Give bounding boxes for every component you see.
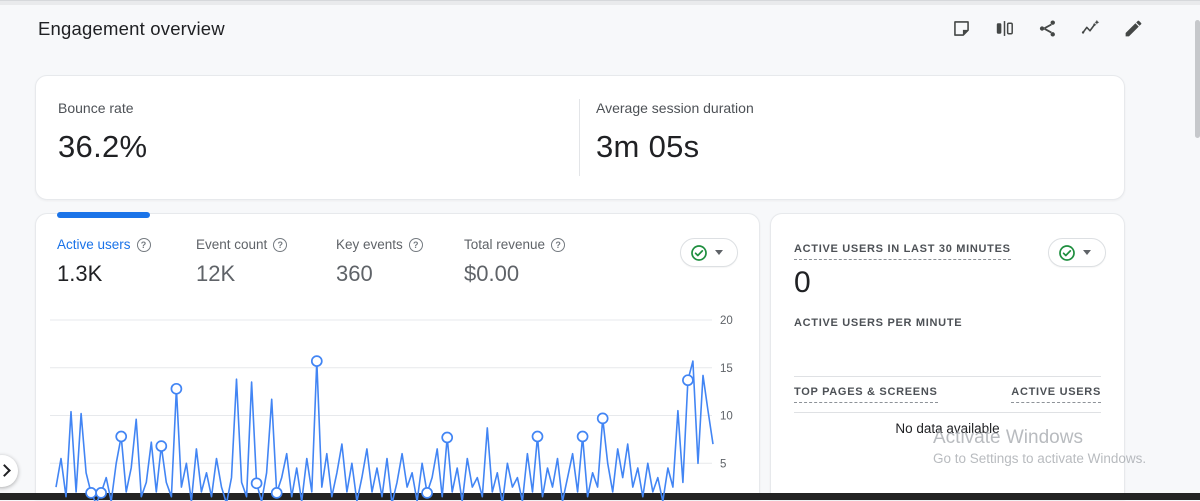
- metric-tab-event-count[interactable]: Event count ? 12K: [196, 237, 288, 287]
- metric-value: $0.00: [464, 261, 520, 286]
- help-icon[interactable]: ?: [273, 237, 288, 252]
- help-icon[interactable]: ?: [136, 237, 151, 252]
- help-icon[interactable]: ?: [551, 237, 566, 252]
- insights-icon[interactable]: [1080, 18, 1101, 39]
- taskbar-edge-strip: [0, 493, 1200, 500]
- chevron-down-icon: [1083, 250, 1091, 255]
- avg-session-label: Average session duration: [596, 100, 754, 116]
- metric-label: Total revenue: [464, 237, 546, 252]
- metric-tab-total-revenue[interactable]: Total revenue ? $0.00: [464, 237, 566, 287]
- expand-sidebar-button[interactable]: [0, 455, 18, 487]
- active-users-line-chart[interactable]: 5 10 15 20: [36, 214, 761, 501]
- page-title: Engagement overview: [38, 18, 225, 39]
- bounce-rate-value: 36.2%: [58, 129, 148, 164]
- summary-card: Bounce rate 36.2% Average session durati…: [35, 75, 1125, 200]
- edit-icon[interactable]: [1123, 18, 1144, 39]
- bounce-rate-block: Bounce rate 36.2%: [58, 100, 147, 165]
- realtime-active-users-value: 0: [794, 266, 811, 299]
- divider: [794, 376, 1101, 377]
- metric-label: Key events: [336, 237, 403, 252]
- realtime-title: ACTIVE USERS IN LAST 30 MINUTES: [794, 243, 1011, 260]
- check-circle-icon: [1059, 244, 1075, 261]
- report-toolbar: [951, 18, 1144, 39]
- metric-value: 12K: [196, 261, 236, 286]
- metric-tab-active-users[interactable]: Active users ? 1.3K: [57, 237, 151, 287]
- metric-tab-key-events[interactable]: Key events ? 360: [336, 237, 423, 287]
- svg-text:15: 15: [720, 363, 733, 375]
- help-icon[interactable]: ?: [408, 237, 423, 252]
- svg-text:20: 20: [720, 315, 733, 327]
- top-pages-column-header[interactable]: TOP PAGES & SCREENS: [794, 386, 938, 403]
- realtime-data-quality-dropdown[interactable]: [1048, 238, 1106, 267]
- avg-session-value: 3m 05s: [596, 129, 700, 164]
- summary-divider: [579, 99, 580, 176]
- metric-value: 1.3K: [57, 261, 103, 286]
- browser-chrome-strip: [0, 0, 1200, 5]
- svg-text:5: 5: [720, 458, 726, 470]
- avg-session-block: Average session duration 3m 05s: [596, 100, 754, 165]
- metric-value: 360: [336, 261, 373, 286]
- no-data-message: No data available: [895, 421, 1000, 436]
- chevron-right-icon: [0, 464, 11, 477]
- note-icon[interactable]: [951, 18, 972, 39]
- chevron-down-icon: [715, 250, 723, 255]
- engagement-chart-card: Active users ? 1.3K Event count ? 12K Ke…: [35, 212, 761, 501]
- active-users-column-header[interactable]: ACTIVE USERS: [1011, 386, 1101, 403]
- divider: [794, 412, 1101, 413]
- metric-label: Active users: [57, 237, 131, 252]
- check-circle-icon: [691, 244, 707, 261]
- comparison-icon[interactable]: [994, 18, 1015, 39]
- data-quality-dropdown[interactable]: [680, 238, 738, 267]
- vertical-scrollbar[interactable]: [1195, 20, 1200, 138]
- active-users-per-minute-label: ACTIVE USERS PER MINUTE: [794, 317, 963, 329]
- realtime-table-header: TOP PAGES & SCREENS ACTIVE USERS: [794, 386, 1101, 403]
- bounce-rate-label: Bounce rate: [58, 100, 134, 116]
- metric-label: Event count: [196, 237, 268, 252]
- share-icon[interactable]: [1037, 18, 1058, 39]
- svg-text:10: 10: [720, 411, 733, 423]
- active-tab-indicator: [57, 212, 150, 218]
- realtime-card: ACTIVE USERS IN LAST 30 MINUTES 0 ACTIVE…: [770, 213, 1125, 500]
